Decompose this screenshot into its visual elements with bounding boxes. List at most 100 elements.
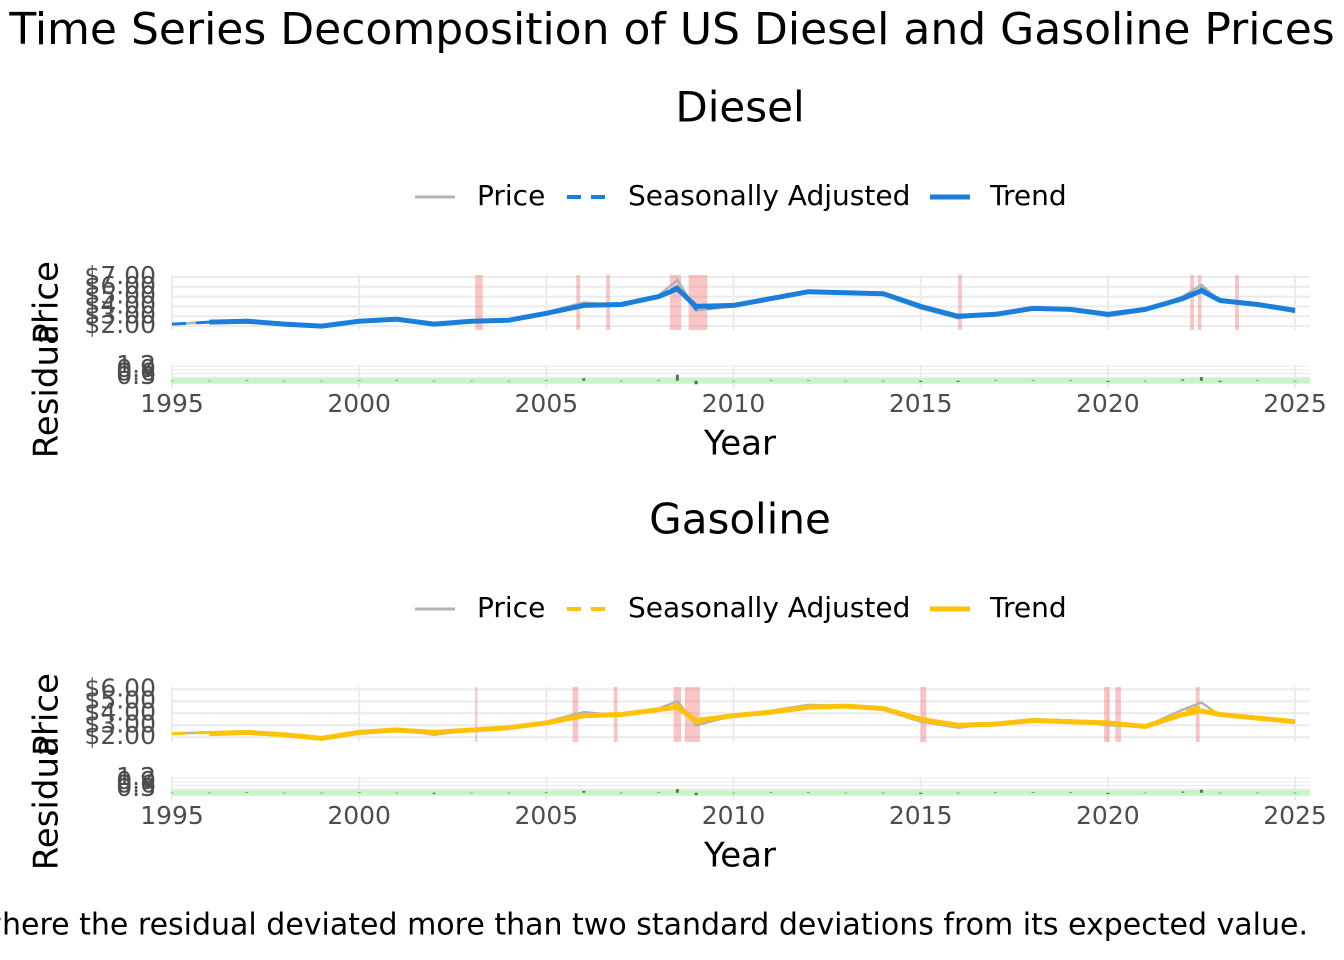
residual-bar bbox=[1199, 789, 1203, 793]
anomaly-band bbox=[673, 687, 682, 742]
y-tick-label: 0.9 bbox=[116, 766, 156, 795]
residual-bar bbox=[207, 792, 211, 794]
residual-bar bbox=[170, 380, 174, 382]
chart-title: Diesel bbox=[675, 83, 804, 132]
residual-bar bbox=[1068, 792, 1072, 793]
anomaly-band bbox=[920, 687, 927, 742]
residual-bar bbox=[956, 380, 960, 382]
residual-bar bbox=[1143, 792, 1147, 794]
y-tick-label: $4.00 bbox=[84, 697, 156, 726]
anomaly-band bbox=[1115, 687, 1121, 742]
legend-label: Trend bbox=[989, 179, 1067, 212]
y-tick-label: $6.00 bbox=[84, 673, 156, 702]
residual-bar bbox=[881, 792, 885, 794]
y-tick-label: 0.3 bbox=[116, 361, 156, 390]
residual-bar bbox=[1256, 792, 1260, 794]
y-tick-label: $2.00 bbox=[84, 721, 156, 750]
y-axis-title: Residual bbox=[27, 315, 67, 459]
x-tick-label: 2010 bbox=[702, 801, 766, 830]
x-tick-label: 2015 bbox=[889, 389, 953, 418]
x-tick-label: 2025 bbox=[1263, 389, 1327, 418]
y-tick-label: 0.3 bbox=[116, 773, 156, 802]
residual-bar bbox=[732, 792, 736, 794]
x-tick-label: 2020 bbox=[1076, 389, 1140, 418]
residual-bar bbox=[1181, 791, 1185, 793]
residual-bar bbox=[357, 380, 361, 381]
residual-bar bbox=[1181, 379, 1185, 381]
y-tick-label: $2.00 bbox=[84, 310, 156, 339]
y-tick-label: $3.00 bbox=[84, 709, 156, 738]
residual-bar bbox=[675, 374, 679, 381]
residual-bar bbox=[432, 792, 436, 794]
residual-bar bbox=[919, 380, 923, 382]
residual-bar bbox=[881, 380, 885, 382]
legend-label: Seasonally Adjusted bbox=[628, 179, 910, 212]
y-axis-title: Price bbox=[27, 673, 67, 756]
residual-bar bbox=[657, 380, 661, 381]
y-tick-label: 0.6 bbox=[116, 769, 156, 798]
legend-label: Price bbox=[477, 179, 545, 212]
y-tick-label: $3.00 bbox=[84, 300, 156, 329]
residual-bar bbox=[170, 792, 174, 794]
anomaly-band bbox=[958, 275, 962, 330]
x-tick-label: 1995 bbox=[140, 389, 204, 418]
y-tick-label: 1.2 bbox=[116, 762, 156, 791]
residual-bar bbox=[619, 792, 623, 794]
anomaly-band bbox=[1190, 275, 1194, 330]
series-line bbox=[209, 703, 1296, 741]
residual-bar bbox=[282, 792, 286, 794]
residual-bar bbox=[320, 792, 324, 794]
residual-bar bbox=[806, 380, 810, 381]
residual-bar bbox=[395, 792, 399, 794]
y-tick-label: 1.2 bbox=[116, 350, 156, 379]
y-axis-title: Price bbox=[27, 261, 67, 344]
anomaly-band bbox=[688, 275, 708, 330]
residual-bar bbox=[769, 380, 773, 381]
legend-label: Price bbox=[477, 591, 545, 624]
residual-bar bbox=[657, 792, 661, 793]
residual-bar bbox=[844, 792, 848, 794]
residual-bar bbox=[732, 380, 736, 382]
residual-bar bbox=[1068, 380, 1072, 381]
residual-bar bbox=[507, 792, 511, 794]
legend-label: Seasonally Adjusted bbox=[628, 591, 910, 624]
anomaly-band bbox=[475, 275, 483, 330]
x-axis-title: Year bbox=[703, 424, 776, 464]
residual-bar bbox=[1293, 792, 1297, 794]
caption: where the residual deviated more than tw… bbox=[0, 908, 1308, 943]
residual-bar bbox=[245, 792, 249, 793]
x-tick-label: 2010 bbox=[702, 389, 766, 418]
x-tick-label: 1995 bbox=[140, 801, 204, 830]
residual-bar bbox=[544, 380, 548, 381]
anomaly-band bbox=[1195, 687, 1200, 742]
residual-bar bbox=[1293, 380, 1297, 382]
residual-bar bbox=[395, 380, 399, 381]
x-axis-title: Year bbox=[703, 836, 776, 876]
residual-bar bbox=[1143, 380, 1147, 382]
residual-bar bbox=[806, 792, 810, 793]
residual-bar bbox=[582, 378, 586, 381]
anomaly-band bbox=[669, 275, 682, 330]
residual-bar bbox=[1031, 792, 1035, 793]
residual-bar bbox=[1031, 380, 1035, 381]
residual-bar bbox=[582, 790, 586, 793]
series-line bbox=[209, 286, 1296, 329]
residual-bar bbox=[320, 380, 324, 382]
residual-bar bbox=[245, 380, 249, 381]
x-tick-label: 2000 bbox=[327, 801, 391, 830]
residual-bar bbox=[432, 380, 436, 382]
residual-bar bbox=[675, 789, 679, 793]
residual-bar bbox=[994, 380, 998, 381]
x-tick-label: 2000 bbox=[327, 389, 391, 418]
y-tick-label: $5.00 bbox=[84, 281, 156, 310]
anomaly-band bbox=[576, 275, 581, 330]
legend-label: Trend bbox=[989, 591, 1067, 624]
x-tick-label: 2005 bbox=[515, 801, 579, 830]
residual-bar bbox=[619, 380, 623, 382]
zero-band bbox=[172, 377, 1310, 384]
page-title: Time Series Decomposition of US Diesel a… bbox=[8, 4, 1334, 55]
residual-bar bbox=[919, 792, 923, 794]
anomaly-band bbox=[1104, 687, 1110, 742]
residual-bar bbox=[1106, 792, 1110, 794]
